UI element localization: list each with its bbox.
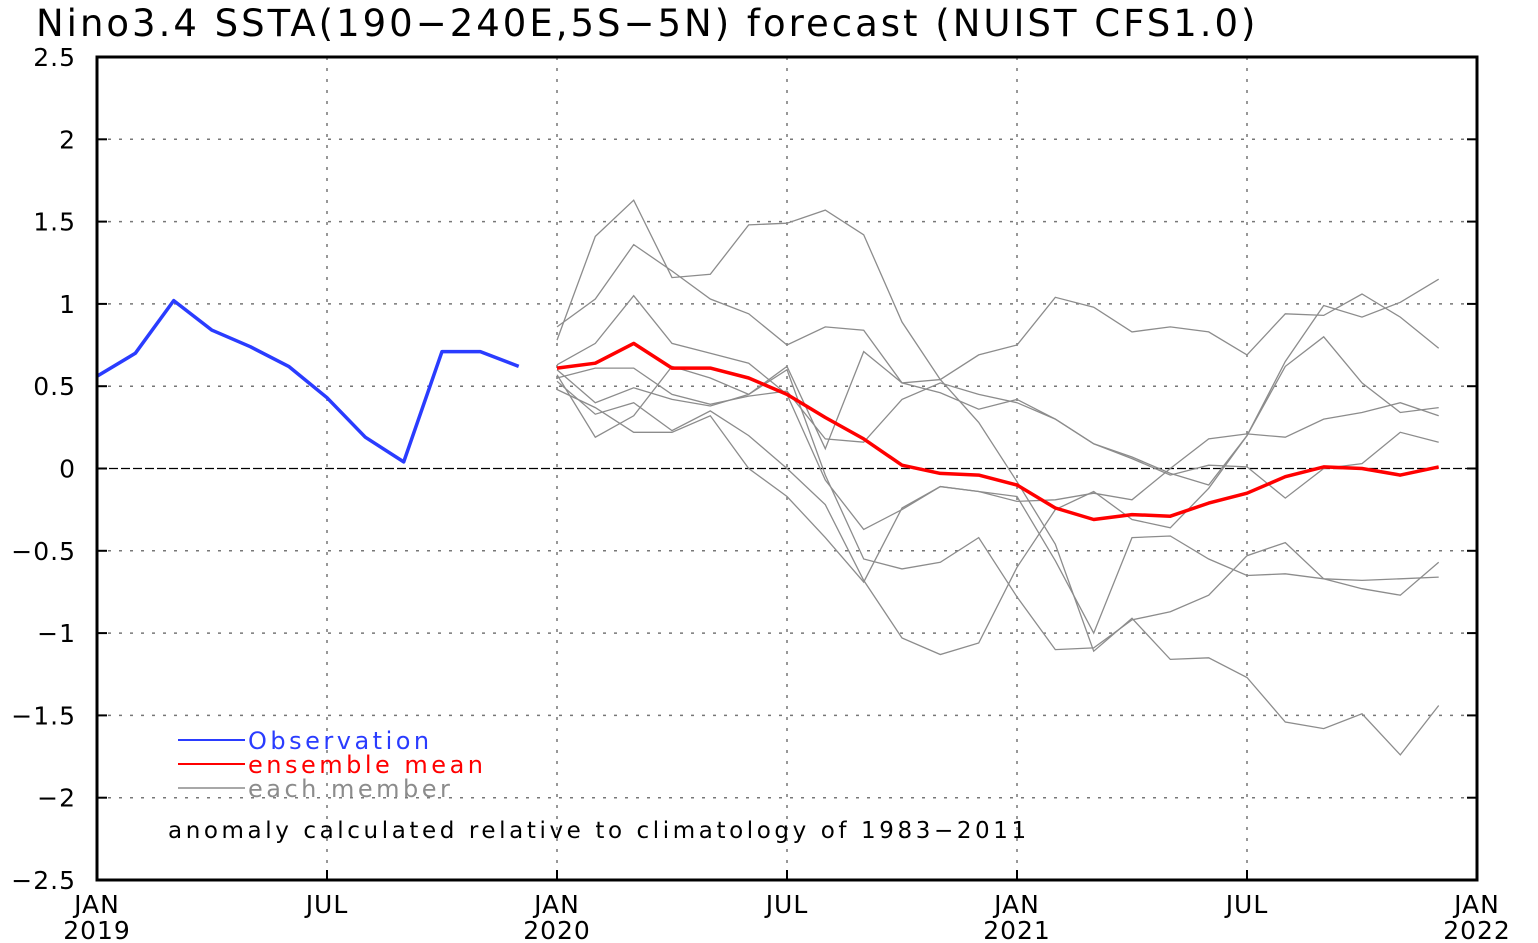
- y-tick-label: 1.5: [33, 208, 76, 237]
- y-tick-label: 2: [59, 125, 76, 154]
- member-line: [556, 294, 1439, 531]
- y-axis: 2.5 2 1.5 1 0.5 0 −0.5 −1 −1.5 −2 −2.5: [11, 43, 1477, 895]
- member-line: [556, 350, 1440, 756]
- y-tick-label: 0: [59, 455, 76, 484]
- member-lines: [556, 199, 1440, 756]
- ensemble-mean-line: [556, 341, 1440, 522]
- y-tick-label: 1: [59, 290, 76, 319]
- y-tick-label: 2.5: [33, 43, 76, 72]
- member-line: [556, 243, 1439, 499]
- legend-label-observation: Observation: [248, 727, 433, 755]
- member-line: [556, 368, 1440, 651]
- member-line: [556, 388, 1439, 635]
- member-line: [556, 335, 1439, 486]
- chart-title: Nino3.4 SSTA(190−240E,5S−5N) forecast (N…: [36, 2, 1259, 45]
- y-tick-label: −0.5: [11, 537, 76, 566]
- climatology-note: anomaly calculated relative to climatolo…: [168, 818, 1030, 844]
- x-tick-month-label: JAN: [532, 890, 580, 919]
- legend: Observation ensemble mean each member: [178, 727, 486, 803]
- x-tick-year-label: 2020: [523, 916, 591, 943]
- x-tick-year-label: 2021: [983, 916, 1051, 943]
- legend-label-ensemble-mean: ensemble mean: [248, 751, 486, 779]
- x-tick-year-label: 2019: [63, 916, 131, 943]
- y-tick-label: 0.5: [33, 372, 76, 401]
- x-tick-month-label: JUL: [764, 890, 809, 919]
- main-lines: [96, 298, 1440, 522]
- x-tick-month-label: JUL: [304, 890, 349, 919]
- y-tick-label: −2: [37, 784, 76, 813]
- x-tick-year-label: 2022: [1443, 916, 1511, 943]
- y-tick-label: −2.5: [11, 866, 76, 895]
- x-tick-month-label: JAN: [992, 890, 1040, 919]
- x-tick-month-label: JAN: [72, 890, 120, 919]
- observation-line: [96, 298, 520, 464]
- x-tick-month-label: JAN: [1452, 890, 1500, 919]
- member-line: [556, 278, 1440, 656]
- member-line: [556, 199, 1440, 381]
- y-tick-label: −1.5: [11, 701, 76, 730]
- legend-label-each-member: each member: [248, 775, 453, 803]
- x-tick-month-label: JUL: [1224, 890, 1269, 919]
- y-tick-label: −1: [37, 619, 76, 648]
